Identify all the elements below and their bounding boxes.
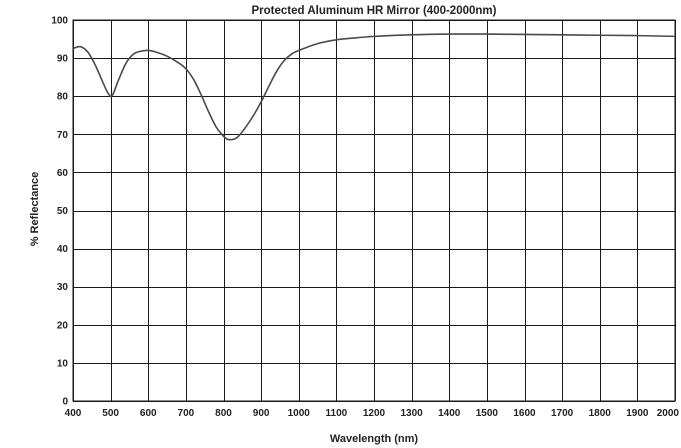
x-tick-label: 700 [178, 408, 195, 419]
x-tick-label: 1800 [589, 408, 612, 419]
x-axis-label: Wavelength (nm) [330, 433, 419, 445]
y-tick-label: 80 [57, 92, 69, 103]
y-tick-label: 0 [62, 397, 68, 408]
x-tick-label: 600 [140, 408, 157, 419]
x-tick-label: 1500 [476, 408, 499, 419]
y-tick-label: 40 [57, 244, 69, 255]
x-tick-label: 800 [215, 408, 232, 419]
y-tick-label: 10 [57, 358, 69, 369]
x-tick-label: 1000 [288, 408, 311, 419]
x-tick-label: 900 [253, 408, 270, 419]
x-tick-label: 1900 [626, 408, 649, 419]
x-tick-label: 1200 [363, 408, 386, 419]
grid [73, 20, 676, 402]
x-axis-ticks: 400 500 600 700 800 900 1000 1100 1200 1300 1400 15… [65, 408, 680, 419]
x-tick-label: 1600 [513, 408, 536, 419]
y-tick-label: 20 [57, 320, 69, 331]
y-tick-label: 90 [57, 54, 69, 65]
plot-frame [72, 19, 676, 402]
y-axis-ticks: 0 10 20 30 40 50 60 70 80 90 100 [51, 16, 68, 408]
reflectance-curve [72, 33, 676, 141]
y-tick-label: 50 [57, 206, 69, 217]
x-tick-label: 500 [102, 408, 119, 419]
y-tick-label: 70 [57, 130, 69, 141]
y-axis-label: % Reflectance [29, 172, 41, 247]
x-tick-label: 1300 [401, 408, 424, 419]
x-tick-label: 1400 [438, 408, 461, 419]
chart-title: Protected Aluminum HR Mirror (400-2000nm… [252, 5, 497, 17]
x-tick-label: 400 [65, 408, 82, 419]
x-tick-label: 1100 [326, 408, 348, 419]
y-tick-label: 100 [51, 16, 68, 27]
y-tick-label: 60 [57, 168, 69, 179]
x-tick-label: 1700 [551, 408, 574, 419]
x-tick-label: 2000 [657, 408, 680, 419]
y-tick-label: 30 [57, 282, 69, 293]
